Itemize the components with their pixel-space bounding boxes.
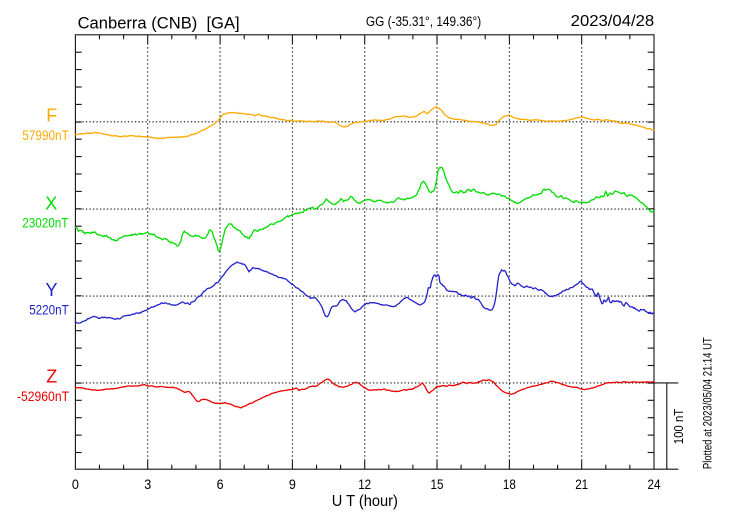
svg-text:Canberra (CNB) [GA]: Canberra (CNB) [GA]	[78, 13, 240, 32]
svg-text:100 nT: 100 nT	[671, 409, 686, 445]
svg-text:U T (hour): U T (hour)	[332, 493, 398, 510]
svg-text:23020nT: 23020nT	[22, 215, 68, 230]
svg-text:3: 3	[144, 476, 151, 492]
svg-text:-52960nT: -52960nT	[17, 389, 69, 404]
svg-text:F: F	[46, 106, 57, 126]
svg-text:0: 0	[72, 476, 79, 492]
svg-text:24: 24	[648, 476, 661, 492]
svg-text:9: 9	[289, 476, 296, 492]
svg-text:X: X	[45, 193, 57, 213]
svg-text:12: 12	[358, 476, 371, 492]
svg-text:GG (-35.31°, 149.36°): GG (-35.31°, 149.36°)	[366, 14, 481, 29]
svg-text:57990nT: 57990nT	[22, 128, 69, 143]
svg-text:18: 18	[503, 476, 516, 492]
svg-text:Y: Y	[45, 280, 57, 300]
svg-text:21: 21	[575, 476, 588, 492]
svg-text:15: 15	[431, 476, 444, 492]
svg-text:6: 6	[217, 476, 224, 492]
svg-text:2023/04/28: 2023/04/28	[571, 13, 655, 30]
svg-text:Z: Z	[46, 367, 57, 387]
svg-text:Plotted at 2023/05/04 21:14 UT: Plotted at 2023/05/04 21:14 UT	[703, 337, 715, 469]
svg-text:5220nT: 5220nT	[29, 302, 69, 317]
